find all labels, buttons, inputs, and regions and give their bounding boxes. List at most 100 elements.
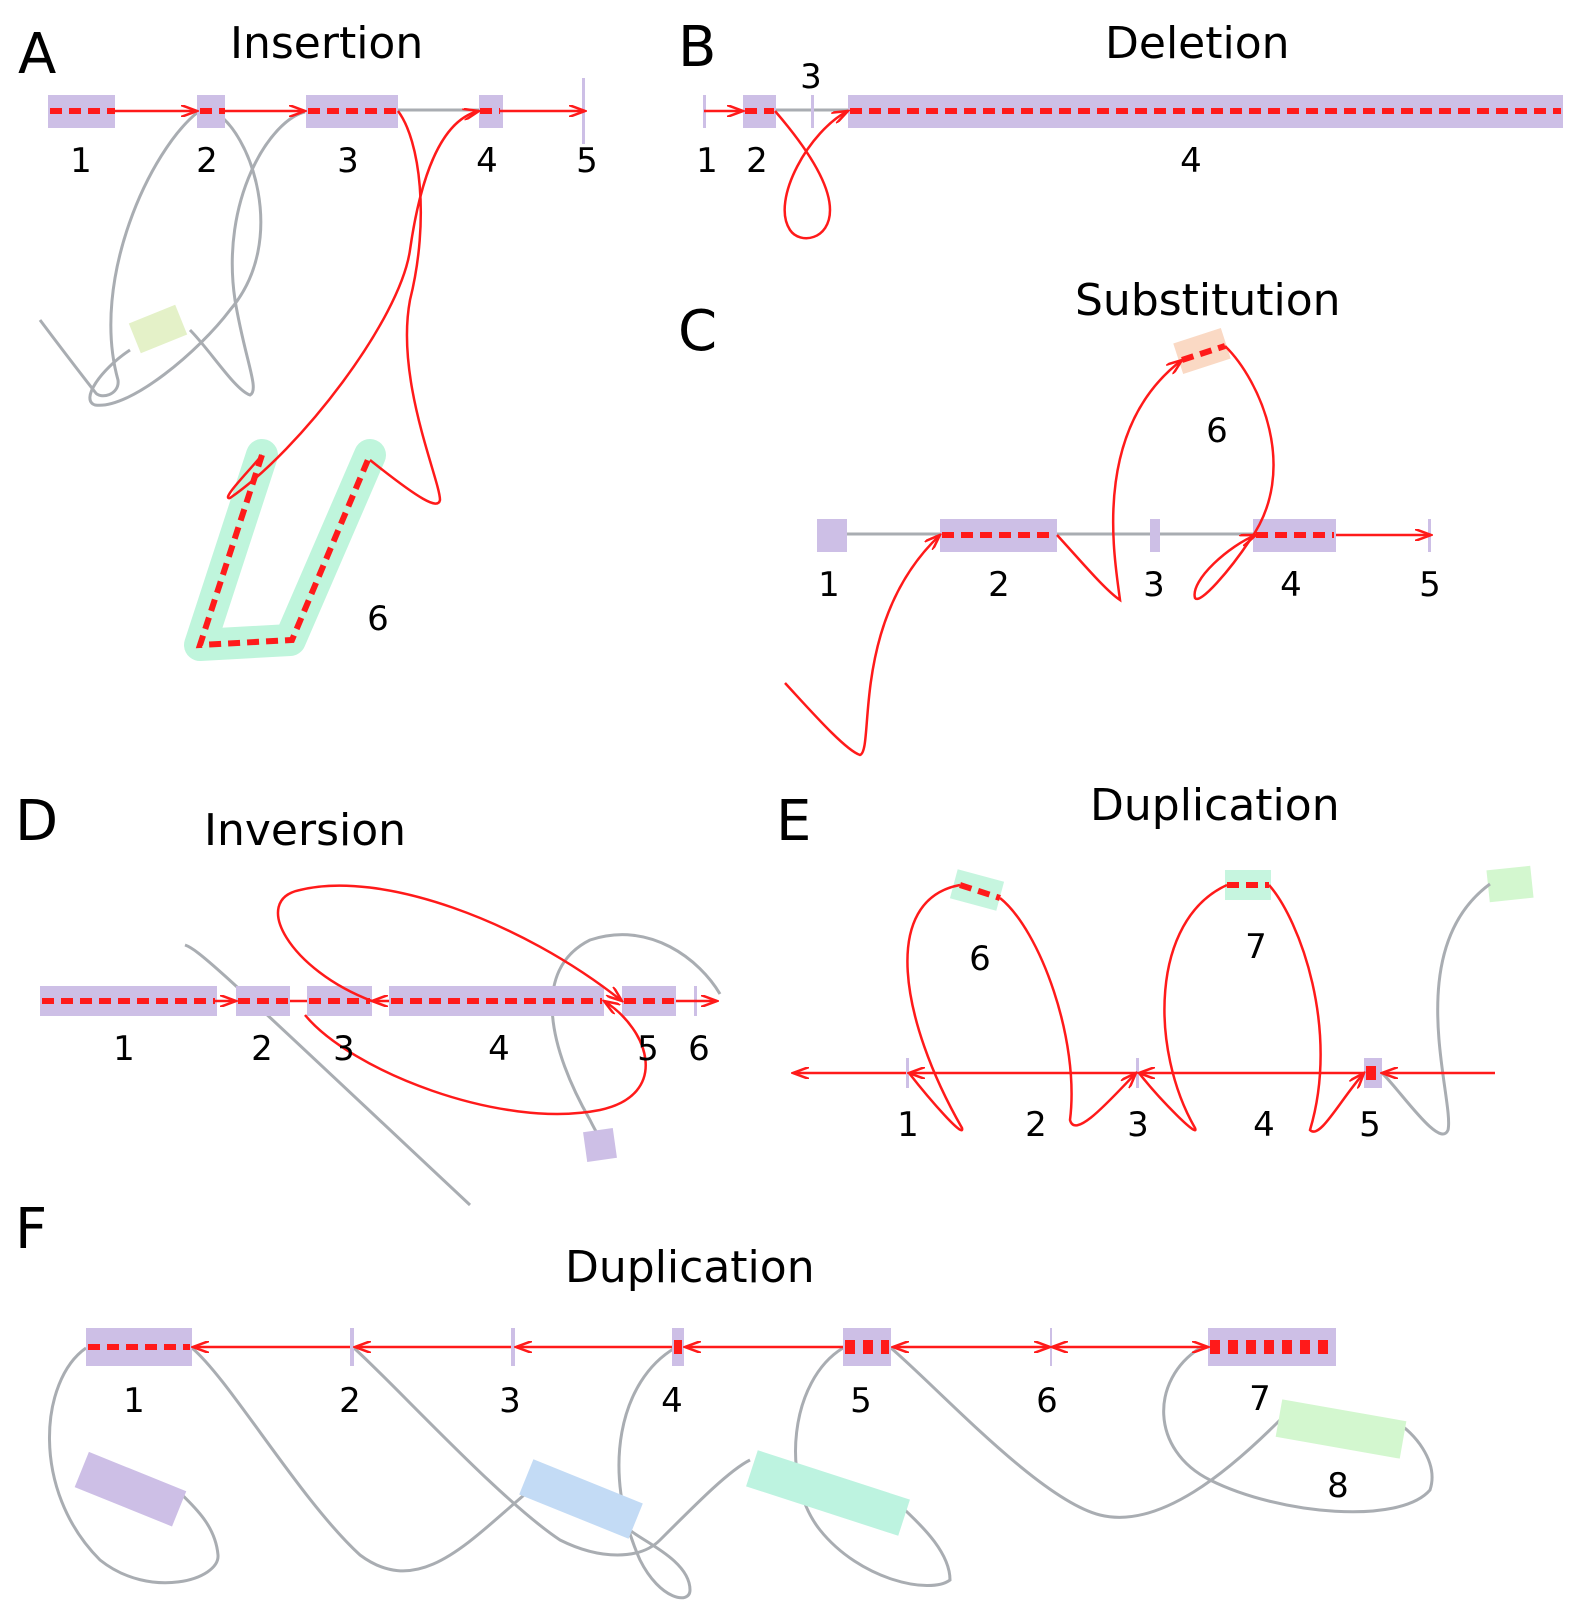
segment-c-3 [1150, 519, 1160, 552]
path-c-6-dash [1181, 343, 1226, 363]
node-label-a-3: 3 [337, 141, 359, 181]
path-c-2-to-6 [1056, 360, 1182, 603]
edge-f-loop-5 [794, 1346, 952, 1588]
node-label-b-4: 4 [1180, 141, 1202, 181]
segment-f-insert-purple [74, 1451, 187, 1527]
panel-d-letter: D [15, 789, 58, 854]
node-label-d-6: 6 [688, 1029, 710, 1069]
edge-a-loop-3 [188, 110, 306, 397]
node-label-d-2: 2 [251, 1029, 273, 1069]
node-label-f-5: 5 [850, 1381, 872, 1421]
segment-b-3 [811, 95, 814, 128]
path-b-2-to-4 [774, 111, 848, 240]
node-label-c-5: 5 [1419, 565, 1441, 605]
panel-c-title: Substitution [1075, 275, 1341, 326]
segment-d-extra [583, 1128, 617, 1162]
edge-f-loop-6 [890, 1346, 1282, 1519]
node-label-d-4: 4 [488, 1029, 510, 1069]
node-label-d-5: 5 [637, 1029, 659, 1069]
segment-e-extra [1486, 865, 1534, 903]
segment-e-3 [1136, 1058, 1139, 1088]
edge-f-loop-3 [352, 1346, 751, 1557]
segment-f-6 [1050, 1328, 1052, 1366]
edge-f-loop-2 [191, 1346, 531, 1573]
edge-f-loop-4 [617, 1346, 692, 1600]
path-c-start-to-2 [784, 535, 940, 757]
panel-f: F Duplication 1 2 3 4 5 6 [15, 1197, 1434, 1600]
path-c-6-to-4 [1193, 345, 1275, 601]
node-label-d-3: 3 [333, 1029, 355, 1069]
path-e-3-to-7 [1138, 883, 1228, 1132]
node-label-c-3: 3 [1143, 565, 1165, 605]
node-label-e-3: 3 [1127, 1105, 1149, 1145]
panel-e-letter: E [776, 789, 811, 854]
panel-f-title: Duplication [565, 1242, 815, 1293]
path-a-3-to-6 [369, 110, 442, 505]
node-label-b-1: 1 [696, 141, 718, 181]
edge-f-loop-7 [1162, 1346, 1434, 1514]
node-label-e-7: 7 [1245, 927, 1267, 967]
node-label-a-5: 5 [576, 141, 598, 181]
edge-a-loop-1 [38, 110, 199, 398]
panel-e: E Duplication 1 2 3 4 5 6 7 [776, 780, 1534, 1145]
panel-b: B Deletion 1 2 3 4 [678, 15, 1563, 240]
segment-f-insert-mint [746, 1450, 910, 1536]
panel-d: D Inversion 1 2 3 4 5 6 [15, 789, 722, 1207]
panel-f-letter: F [15, 1197, 47, 1262]
segment-c-1 [817, 519, 847, 552]
panel-b-letter: B [678, 15, 716, 80]
node-label-a-4: 4 [476, 141, 498, 181]
panel-b-title: Deletion [1105, 18, 1290, 69]
node-label-a-2: 2 [196, 141, 218, 181]
segment-f-1 [86, 1328, 192, 1366]
node-label-f-3: 3 [499, 1381, 521, 1421]
path-e-6-dash [959, 882, 1001, 901]
node-label-a-6: 6 [367, 599, 389, 639]
panel-a-letter: A [18, 22, 56, 87]
panel-c: C Substitution 1 2 3 4 5 6 [678, 275, 1441, 757]
node-label-a-1: 1 [70, 141, 92, 181]
node-label-e-2: 2 [1025, 1105, 1047, 1145]
node-label-e-6: 6 [969, 939, 991, 979]
segment-f-8 [1275, 1399, 1407, 1459]
segment-a-insert-yellow [128, 304, 188, 354]
node-label-f-1: 1 [123, 1381, 145, 1421]
node-label-b-2: 2 [746, 141, 768, 181]
node-label-f-2: 2 [339, 1381, 361, 1421]
path-e-6-to-3 [999, 897, 1136, 1127]
node-label-e-5: 5 [1359, 1105, 1381, 1145]
node-label-c-2: 2 [988, 565, 1010, 605]
node-label-d-1: 1 [113, 1029, 135, 1069]
node-label-e-1: 1 [897, 1105, 919, 1145]
panel-a-title: Insertion [230, 18, 423, 69]
path-a-6-dash [195, 453, 373, 649]
segment-f-3 [511, 1328, 515, 1366]
panel-c-letter: C [678, 299, 717, 364]
segment-e-6 [949, 869, 1005, 911]
node-label-e-4: 4 [1253, 1105, 1275, 1145]
segment-e-1 [906, 1058, 909, 1088]
node-label-f-6: 6 [1036, 1381, 1058, 1421]
node-label-c-4: 4 [1280, 565, 1302, 605]
edge-d-diagonal [184, 943, 472, 1207]
segment-f-2 [350, 1328, 354, 1366]
node-label-b-3: 3 [800, 57, 822, 97]
path-d-loop-upper [276, 884, 622, 1001]
edge-f-loop-1 [48, 1346, 220, 1585]
path-e-7-to-5 [1268, 884, 1364, 1133]
segment-a-6 [184, 439, 386, 661]
node-label-c-6: 6 [1206, 411, 1228, 451]
node-label-f-8: 8 [1327, 1466, 1349, 1506]
edge-e-loop [1380, 882, 1491, 1136]
path-e-1-to-6 [906, 883, 964, 1132]
path-a-6-to-4 [226, 111, 479, 500]
node-label-f-7: 7 [1249, 1379, 1271, 1419]
panel-d-title: Inversion [204, 805, 406, 856]
path-d-loop-lower [304, 1001, 647, 1116]
segment-f-insert-blue [519, 1459, 643, 1539]
panel-e-title: Duplication [1090, 780, 1340, 831]
edge-a-loop-2 [88, 110, 263, 407]
node-label-c-1: 1 [818, 565, 840, 605]
node-label-f-4: 4 [661, 1381, 683, 1421]
